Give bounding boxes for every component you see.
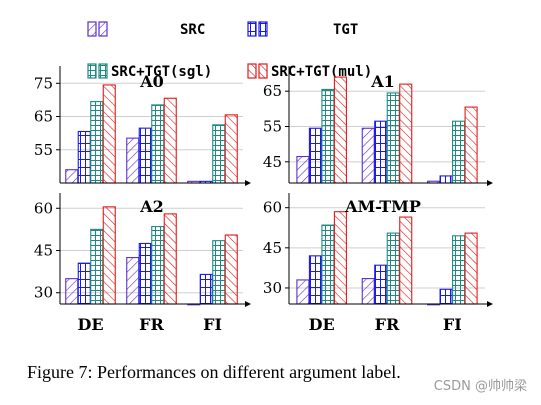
legend-label-src: SRC bbox=[180, 22, 205, 38]
bar-a0-de-src bbox=[65, 169, 79, 184]
legend-swatch-src bbox=[87, 21, 97, 37]
y-tick-label-30: 30 bbox=[263, 279, 282, 297]
bar-a0-de-src-tgt-mul bbox=[102, 84, 116, 184]
y-tick-label-60: 60 bbox=[34, 199, 53, 217]
legend-swatch-tgt-b bbox=[258, 21, 268, 37]
panel-a1: 45 55 65 A1 bbox=[263, 66, 493, 186]
legend-label-src-tgt-sgl: SRC+TGT(sgl) bbox=[111, 64, 212, 80]
bar-a1-de-src bbox=[296, 155, 310, 184]
bar-a1-de-src-tgt-sgl bbox=[321, 88, 335, 184]
bar-a0-de-tgt bbox=[77, 130, 91, 184]
y-tick-label-45: 45 bbox=[34, 242, 53, 260]
bar-a2-fi-tgt bbox=[199, 273, 213, 305]
y-tick-label-55: 55 bbox=[34, 141, 53, 159]
panel-title: AM-TMP bbox=[344, 197, 421, 216]
bar-a0-fr-tgt bbox=[138, 127, 152, 184]
bar-a2-fr-tgt bbox=[138, 242, 152, 305]
bar-a0-fi-src-tgt-mul bbox=[224, 114, 238, 184]
bar-am-tmp-de-src-tgt-sgl bbox=[321, 224, 335, 305]
panel-a0: 55 65 75 A0 bbox=[34, 66, 251, 186]
bar-a0-fr-src-tgt-sgl bbox=[151, 104, 165, 184]
legend: SRC TGT SRC+TGT(sgl) SRC+TGT(mul) bbox=[87, 21, 372, 80]
bar-a0-fr-src bbox=[126, 137, 140, 184]
x-axis-arrow-icon bbox=[487, 180, 493, 186]
bar-a2-fi-src-tgt-sgl bbox=[212, 240, 226, 305]
bar-am-tmp-de-tgt bbox=[308, 255, 322, 305]
legend-swatch-src-tgt-mul bbox=[247, 63, 257, 79]
bar-a1-fi-tgt bbox=[439, 175, 453, 184]
x-label-fi: FI bbox=[443, 315, 462, 334]
legend-swatch-tgt bbox=[247, 21, 257, 37]
bar-am-tmp-fr-src bbox=[361, 278, 375, 305]
bar-a2-fr-src-tgt-mul bbox=[163, 213, 177, 305]
x-label-de: DE bbox=[309, 315, 335, 334]
legend-label-tgt: TGT bbox=[333, 22, 358, 38]
chart-panels: 55 65 75 A0 45 55 65 A1 30 45 60 A2 30 45 60 AM-TMP bbox=[34, 66, 493, 307]
bar-a1-fr-src bbox=[361, 127, 375, 184]
x-label-de: DE bbox=[77, 315, 103, 334]
legend-swatch-src-tgt-mul-b bbox=[258, 63, 268, 79]
x-axis-arrow-icon bbox=[487, 301, 493, 307]
y-tick-label-30: 30 bbox=[34, 284, 53, 302]
legend-swatch-src-tgt-sgl-b bbox=[98, 63, 108, 79]
panel-title: A2 bbox=[139, 197, 164, 216]
bar-am-tmp-fr-src-tgt-mul bbox=[399, 216, 413, 305]
bar-a1-fr-src-tgt-sgl bbox=[386, 92, 400, 184]
bar-a1-fr-src-tgt-mul bbox=[399, 83, 413, 184]
bar-am-tmp-de-src bbox=[296, 279, 310, 305]
bar-am-tmp-fr-tgt bbox=[374, 264, 388, 305]
bar-a1-de-tgt bbox=[308, 127, 322, 184]
panel-am-tmp: 30 45 60 AM-TMP bbox=[263, 193, 493, 307]
bar-am-tmp-fi-src-tgt-mul bbox=[464, 232, 478, 305]
watermark-text: CSDN @帅帅梁 bbox=[434, 379, 527, 394]
legend-swatch-src-b bbox=[98, 21, 108, 37]
x-axis-arrow-icon bbox=[245, 180, 251, 186]
x-label-fr: FR bbox=[375, 315, 400, 334]
bar-a1-fi-src-tgt-sgl bbox=[452, 120, 466, 184]
panel-a2: 30 45 60 A2 bbox=[34, 193, 251, 307]
y-tick-label-65: 65 bbox=[263, 82, 282, 100]
y-tick-label-65: 65 bbox=[34, 108, 53, 126]
x-category-labels: DE FR FI DE FR FI bbox=[77, 315, 461, 334]
bar-a2-fi-src-tgt-mul bbox=[224, 234, 238, 305]
bar-a2-fr-src bbox=[126, 256, 140, 305]
bar-a1-fr-tgt bbox=[374, 120, 388, 184]
bar-am-tmp-fr-src-tgt-sgl bbox=[386, 232, 400, 305]
y-tick-label-55: 55 bbox=[263, 118, 282, 136]
panel-title: A1 bbox=[370, 72, 395, 91]
bar-a0-de-src-tgt-sgl bbox=[90, 101, 104, 184]
bar-a2-de-src-tgt-sgl bbox=[90, 228, 104, 305]
x-label-fr: FR bbox=[139, 315, 164, 334]
panel-title: A0 bbox=[139, 72, 164, 91]
y-tick-label-60: 60 bbox=[263, 199, 282, 217]
bar-a2-de-tgt bbox=[77, 262, 91, 305]
legend-swatch-src-tgt-sgl bbox=[87, 63, 97, 79]
bar-a2-de-src bbox=[65, 278, 79, 305]
bar-a1-de-src-tgt-mul bbox=[333, 76, 347, 184]
x-label-fi: FI bbox=[203, 315, 222, 334]
bar-am-tmp-de-src-tgt-mul bbox=[333, 211, 347, 305]
legend-label-src-tgt-mul: SRC+TGT(mul) bbox=[271, 64, 372, 80]
y-tick-label-75: 75 bbox=[34, 74, 53, 92]
bar-a2-de-src-tgt-mul bbox=[102, 206, 116, 305]
bar-a0-fr-src-tgt-mul bbox=[163, 97, 177, 184]
bar-a1-fi-src-tgt-mul bbox=[464, 106, 478, 184]
bar-a0-fi-src-tgt-sgl bbox=[212, 124, 226, 184]
bar-a2-fr-src-tgt-sgl bbox=[151, 226, 165, 305]
figure-caption: Figure 7: Performances on different argu… bbox=[27, 362, 401, 382]
y-tick-label-45: 45 bbox=[263, 239, 282, 257]
bar-am-tmp-fi-src-tgt-sgl bbox=[452, 235, 466, 305]
bar-am-tmp-fi-tgt bbox=[439, 288, 453, 305]
x-axis-arrow-icon bbox=[245, 301, 251, 307]
y-tick-label-45: 45 bbox=[263, 153, 282, 171]
